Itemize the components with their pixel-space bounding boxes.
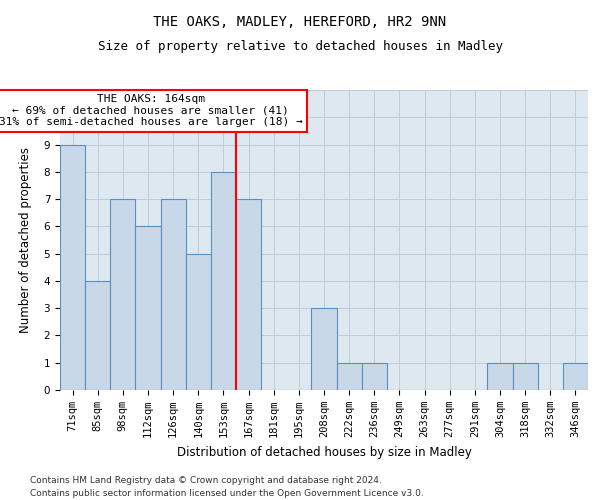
Text: Contains HM Land Registry data © Crown copyright and database right 2024.: Contains HM Land Registry data © Crown c… — [30, 476, 382, 485]
Bar — [60, 144, 85, 390]
Bar — [236, 199, 261, 390]
Text: Size of property relative to detached houses in Madley: Size of property relative to detached ho… — [97, 40, 503, 53]
Bar — [311, 308, 337, 390]
Y-axis label: Number of detached properties: Number of detached properties — [19, 147, 32, 333]
Bar — [161, 199, 186, 390]
Bar — [110, 199, 136, 390]
X-axis label: Distribution of detached houses by size in Madley: Distribution of detached houses by size … — [176, 446, 472, 458]
Bar — [211, 172, 236, 390]
Bar — [337, 362, 362, 390]
Bar — [136, 226, 161, 390]
Bar — [362, 362, 387, 390]
Bar — [563, 362, 588, 390]
Bar — [512, 362, 538, 390]
Bar — [186, 254, 211, 390]
Text: THE OAKS, MADLEY, HEREFORD, HR2 9NN: THE OAKS, MADLEY, HEREFORD, HR2 9NN — [154, 15, 446, 29]
Text: Contains public sector information licensed under the Open Government Licence v3: Contains public sector information licen… — [30, 488, 424, 498]
Text: THE OAKS: 164sqm
← 69% of detached houses are smaller (41)
31% of semi-detached : THE OAKS: 164sqm ← 69% of detached house… — [0, 94, 302, 128]
Bar — [487, 362, 512, 390]
Bar — [85, 281, 110, 390]
